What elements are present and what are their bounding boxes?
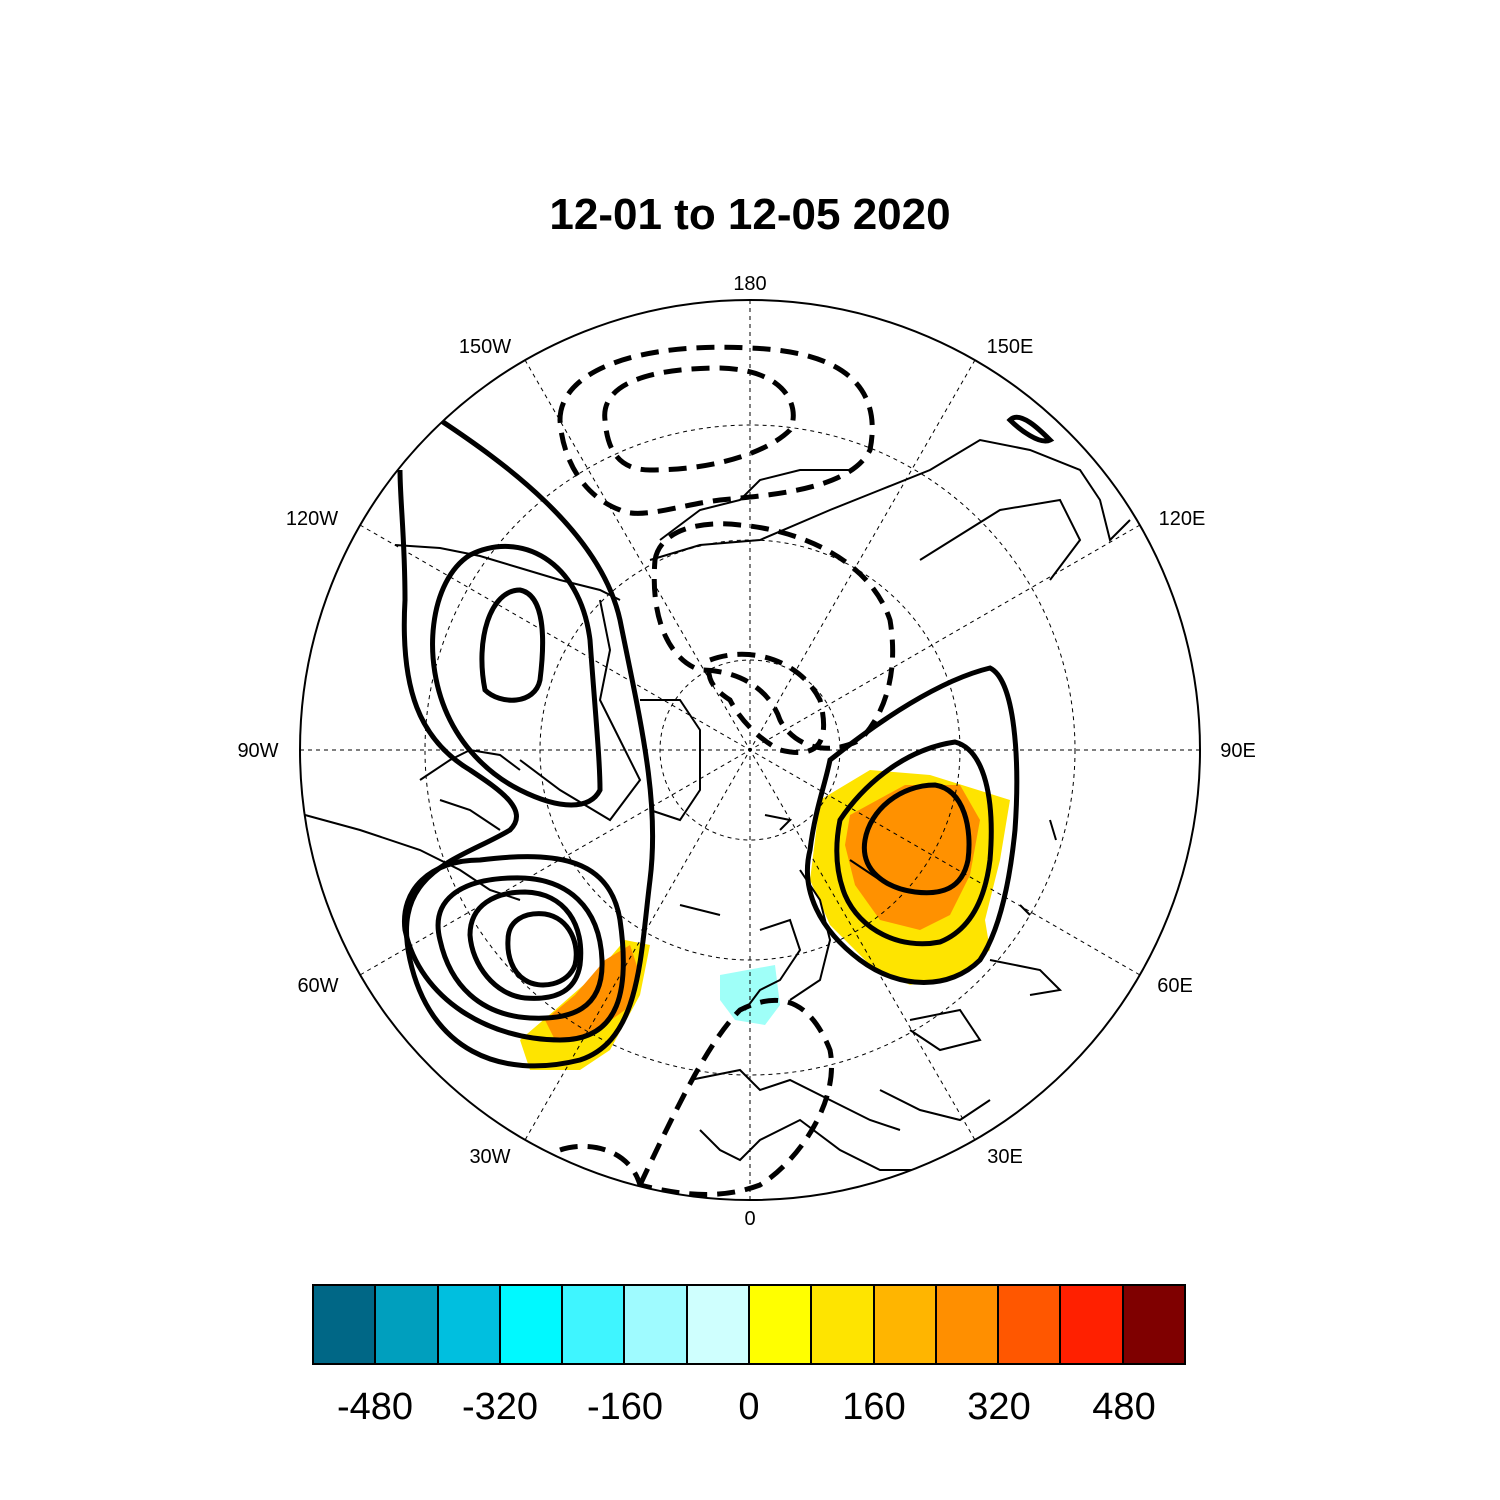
lon-label-150e: 150E (987, 336, 1034, 358)
lon-label-90w: 90W (237, 740, 278, 762)
colorbar-swatch (500, 1286, 564, 1363)
colorbar-swatch (1061, 1286, 1124, 1363)
colorbar-swatch (438, 1286, 501, 1363)
colorbar-tick-label: -480 (336, 1386, 414, 1428)
negative-contours (557, 344, 896, 1197)
lon-label-30w: 30W (469, 1146, 510, 1168)
coastlines (304, 438, 1131, 1171)
colorbar-tick-label: -320 (461, 1386, 539, 1428)
lon-label-120e: 120E (1159, 508, 1206, 530)
positive-shading-eurasia-core (845, 785, 980, 930)
colorbar-swatch (625, 1286, 688, 1363)
map-title: 12-01 to 12-05 2020 (549, 190, 951, 239)
negative-shading-north-sea (720, 965, 780, 1025)
colorbar-swatch (749, 1286, 813, 1363)
longitude-labels: 180 150E 120E 90E 60E 30E 0 30W 60W 90W … (237, 273, 1255, 1230)
lon-label-150w: 150W (459, 336, 511, 358)
colorbar-tick-label: 160 (842, 1386, 906, 1428)
lon-label-180: 180 (733, 273, 766, 295)
colorbar-tick-label: 480 (1092, 1386, 1156, 1428)
colorbar-swatch (999, 1286, 1062, 1363)
map-boundary (299, 299, 1201, 1201)
colorbar-swatch (874, 1286, 937, 1363)
colorbar-swatch (563, 1286, 626, 1363)
colorbar-swatch (376, 1286, 439, 1363)
colorbar-swatch (314, 1286, 377, 1363)
colorbar-swatch (936, 1286, 1000, 1363)
lon-label-60w: 60W (297, 975, 338, 997)
lon-label-60e: 60E (1157, 975, 1193, 997)
positive-contours (397, 415, 1055, 1069)
lon-label-90e: 90E (1220, 740, 1256, 762)
graticule (300, 300, 1200, 1200)
lon-label-30e: 30E (987, 1146, 1023, 1168)
colorbar-swatch (1123, 1286, 1184, 1363)
lon-label-120w: 120W (286, 508, 338, 530)
colorbar-tick-label: -160 (586, 1386, 664, 1428)
colorbar (312, 1284, 1186, 1365)
colorbar-tick-label: 320 (967, 1386, 1031, 1428)
colorbar-swatch (687, 1286, 750, 1363)
colorbar-tick-label: 0 (738, 1386, 760, 1428)
lon-label-0: 0 (744, 1208, 755, 1230)
colorbar-swatch (812, 1286, 875, 1363)
